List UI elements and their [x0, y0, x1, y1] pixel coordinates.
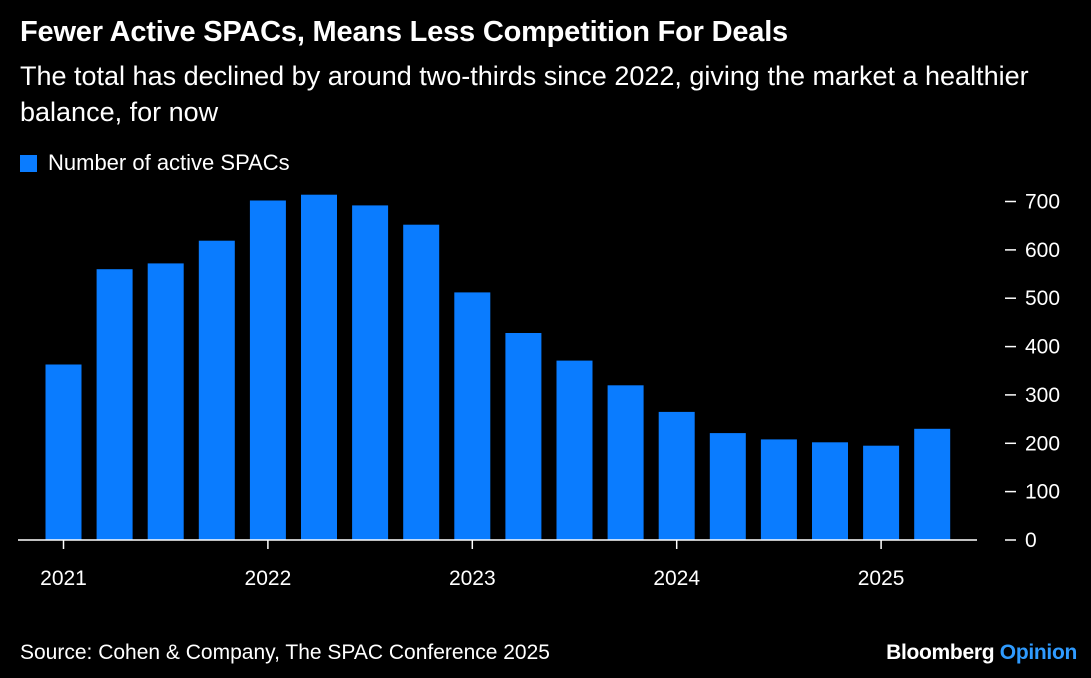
brand-suffix: Opinion	[999, 641, 1078, 664]
bar	[914, 428, 951, 540]
y-tick-label: 400	[1025, 336, 1060, 359]
y-tick-label: 200	[1025, 432, 1060, 455]
bar	[812, 442, 848, 540]
x-tick-label: 2025	[858, 567, 905, 590]
bar	[556, 360, 593, 540]
bar	[96, 269, 133, 540]
bar	[454, 292, 491, 540]
bar	[45, 364, 82, 540]
legend-swatch	[20, 154, 37, 172]
x-tick-label: 2024	[653, 567, 700, 590]
bars-group	[45, 194, 951, 540]
y-axis: 0 100 200 300 400 500 600 700	[1005, 191, 1060, 552]
y-tick-label: 0	[1025, 529, 1037, 552]
chart-subtitle: The total has declined by around two-thi…	[20, 61, 1029, 127]
y-tick-label: 100	[1025, 481, 1060, 504]
bar	[760, 439, 797, 540]
legend: Number of active SPACs	[20, 150, 290, 176]
x-tick-label: 2022	[245, 567, 292, 590]
y-tick-label: 700	[1025, 191, 1060, 214]
brand-name: Bloomberg	[886, 641, 995, 664]
bar	[301, 194, 337, 540]
bar	[607, 385, 644, 540]
x-tick-label: 2023	[449, 567, 496, 590]
legend-label: Number of active SPACs	[48, 150, 290, 175]
y-tick-label: 600	[1025, 239, 1060, 262]
x-axis: 2021 2022 2023 2024 2025	[18, 539, 977, 590]
bar	[709, 433, 746, 540]
bar	[352, 205, 389, 540]
y-tick-label: 500	[1025, 287, 1060, 310]
brand-logo: Bloomberg Opinion	[886, 641, 1077, 665]
x-tick-label: 2021	[40, 567, 87, 590]
bar	[249, 200, 286, 540]
bar	[403, 224, 440, 540]
y-tick-label: 300	[1025, 384, 1060, 407]
bar	[505, 333, 542, 540]
bar	[147, 263, 184, 540]
chart-title: Fewer Active SPACs, Means Less Competiti…	[20, 16, 788, 48]
bar	[198, 240, 235, 540]
source-note: Source: Cohen & Company, The SPAC Confer…	[20, 641, 550, 664]
bar	[863, 445, 900, 540]
bar	[658, 411, 695, 540]
